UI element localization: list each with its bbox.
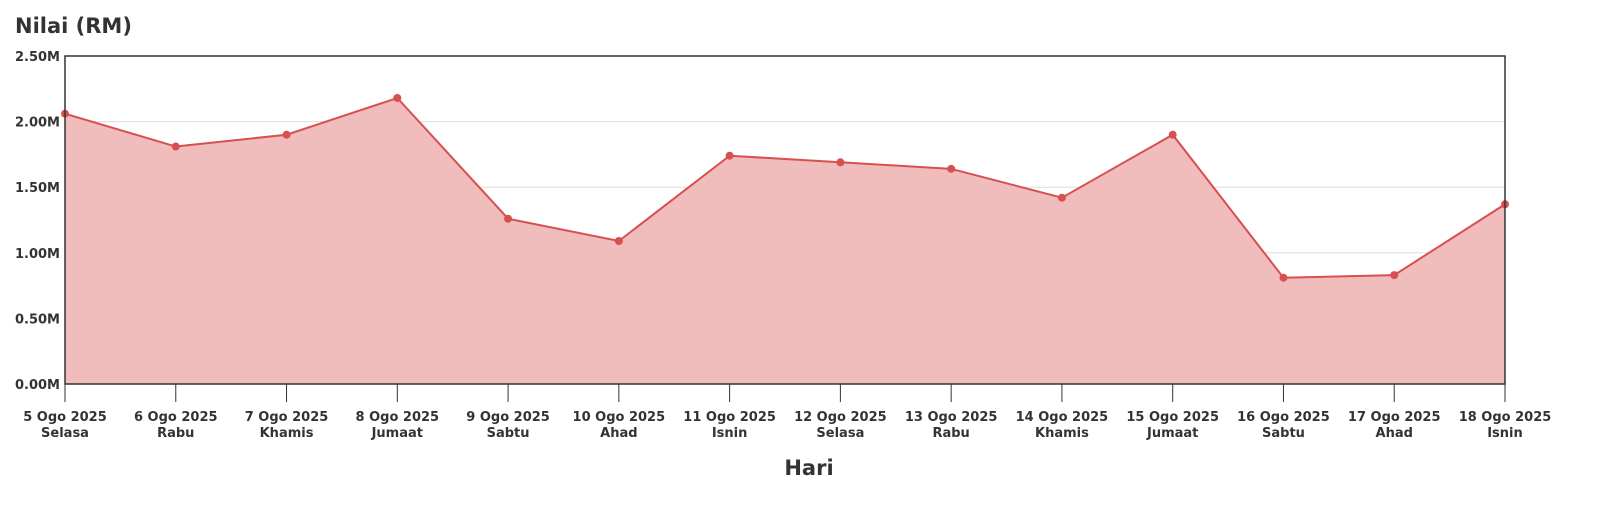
x-tick-label: 5 Ogo 2025 Selasa bbox=[23, 410, 107, 441]
data-point bbox=[725, 151, 734, 160]
x-tick-date: 9 Ogo 2025 bbox=[466, 410, 550, 425]
y-tick-label: 2.50M bbox=[15, 50, 60, 65]
x-tick-label: 14 Ogo 2025 Khamis bbox=[1016, 410, 1109, 441]
x-tick-label: 17 Ogo 2025 Ahad bbox=[1348, 410, 1441, 441]
data-point bbox=[282, 130, 291, 139]
y-tick-label: 1.50M bbox=[15, 181, 60, 196]
x-tick-label: 16 Ogo 2025 Sabtu bbox=[1237, 410, 1330, 441]
y-tick-label: 0.00M bbox=[15, 378, 60, 393]
x-tick-day: Jumaat bbox=[371, 426, 423, 441]
data-point bbox=[1057, 193, 1066, 202]
data-point bbox=[393, 93, 402, 102]
data-point bbox=[614, 236, 623, 245]
x-tick-label: 13 Ogo 2025 Rabu bbox=[905, 410, 998, 441]
x-tick-date: 16 Ogo 2025 bbox=[1237, 410, 1330, 425]
chart-title: Nilai (RM) bbox=[15, 14, 132, 38]
x-tick-date: 15 Ogo 2025 bbox=[1126, 410, 1219, 425]
x-axis-title: Hari bbox=[784, 456, 833, 480]
data-point bbox=[947, 164, 956, 173]
y-tick-label: 1.00M bbox=[15, 247, 60, 262]
x-tick-date: 13 Ogo 2025 bbox=[905, 410, 998, 425]
area-line bbox=[64, 96, 1506, 279]
x-tick-label: 12 Ogo 2025 Selasa bbox=[794, 410, 887, 441]
x-tick-label: 9 Ogo 2025 Sabtu bbox=[466, 410, 550, 441]
data-point bbox=[1279, 273, 1288, 282]
y-tick-label: 0.50M bbox=[15, 312, 60, 327]
x-tick-label: 15 Ogo 2025 Jumaat bbox=[1126, 410, 1219, 441]
x-tick-label: 6 Ogo 2025 Rabu bbox=[134, 410, 218, 441]
x-tick-day: Selasa bbox=[816, 426, 864, 441]
data-point bbox=[504, 214, 513, 223]
x-tick-day: Ahad bbox=[1376, 426, 1413, 441]
x-tick-day: Rabu bbox=[157, 426, 194, 441]
x-tick-label: 8 Ogo 2025 Jumaat bbox=[356, 410, 440, 441]
x-tick-date: 6 Ogo 2025 bbox=[134, 410, 218, 425]
x-tick-label: 18 Ogo 2025 Isnin bbox=[1459, 410, 1552, 441]
x-tick-day: Isnin bbox=[712, 426, 748, 441]
x-tick-day: Sabtu bbox=[1262, 426, 1305, 441]
x-tick-date: 8 Ogo 2025 bbox=[356, 410, 440, 425]
x-tick-day: Sabtu bbox=[487, 426, 530, 441]
data-point bbox=[1390, 271, 1399, 280]
x-tick-date: 7 Ogo 2025 bbox=[245, 410, 329, 425]
x-tick-date: 12 Ogo 2025 bbox=[794, 410, 887, 425]
x-tick-day: Ahad bbox=[600, 426, 637, 441]
x-tick-day: Isnin bbox=[1487, 426, 1523, 441]
x-tick-day: Rabu bbox=[932, 426, 969, 441]
x-tick-day: Selasa bbox=[41, 426, 89, 441]
data-point bbox=[1168, 130, 1177, 139]
x-tick-date: 17 Ogo 2025 bbox=[1348, 410, 1441, 425]
area-fill bbox=[65, 97, 1505, 384]
x-tick-date: 10 Ogo 2025 bbox=[573, 410, 666, 425]
x-tick-day: Jumaat bbox=[1146, 426, 1198, 441]
x-tick-label: 7 Ogo 2025 Khamis bbox=[245, 410, 329, 441]
x-tick-date: 18 Ogo 2025 bbox=[1459, 410, 1552, 425]
x-tick-day: Khamis bbox=[260, 426, 314, 441]
data-point bbox=[171, 142, 180, 151]
data-point bbox=[836, 158, 845, 167]
plot-frame bbox=[64, 55, 1506, 385]
x-tick-day: Khamis bbox=[1035, 426, 1089, 441]
x-tick-label: 11 Ogo 2025 Isnin bbox=[683, 410, 776, 441]
y-tick-label: 2.00M bbox=[15, 116, 60, 131]
x-tick-date: 11 Ogo 2025 bbox=[683, 410, 776, 425]
x-tick-date: 5 Ogo 2025 bbox=[23, 410, 107, 425]
x-tick-date: 14 Ogo 2025 bbox=[1016, 410, 1109, 425]
x-tick-label: 10 Ogo 2025 Ahad bbox=[573, 410, 666, 441]
